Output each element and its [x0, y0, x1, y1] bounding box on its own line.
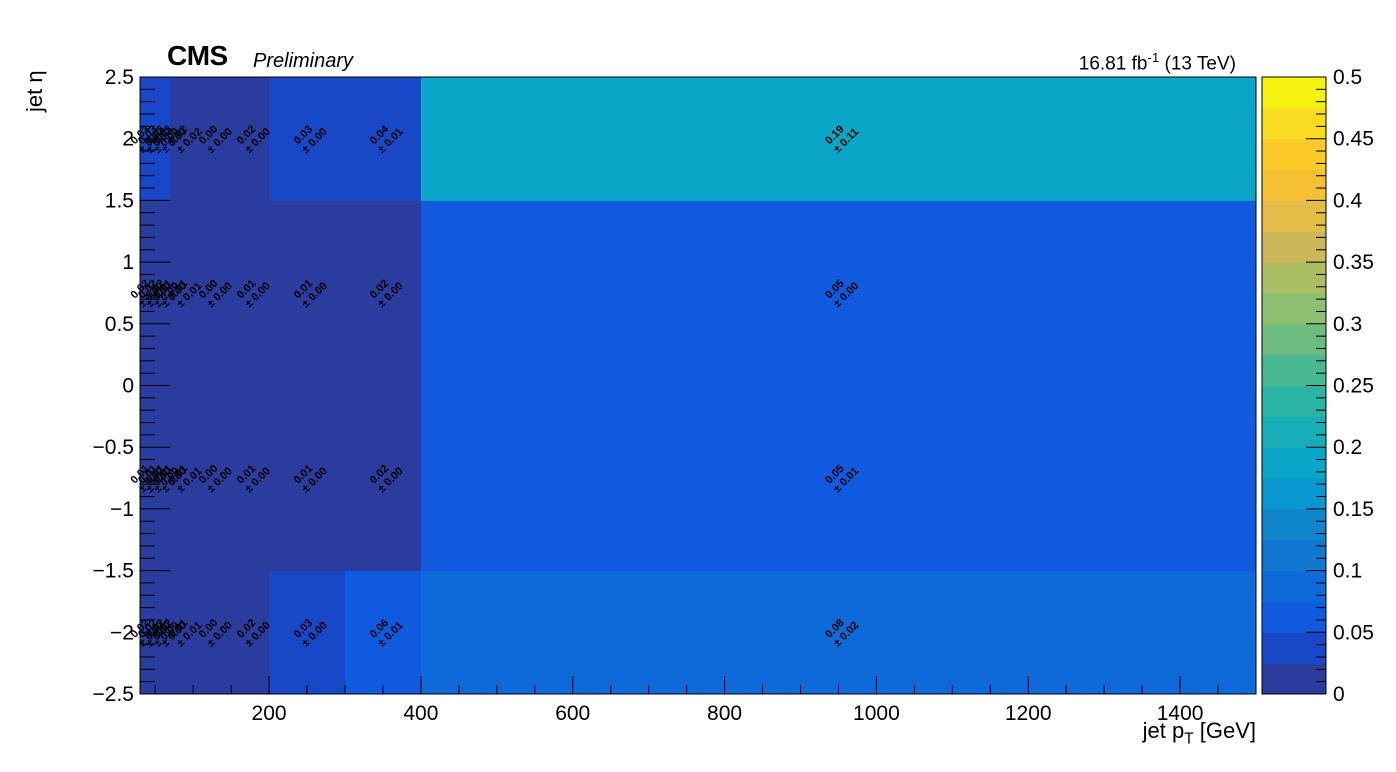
heatmap-cell	[344, 570, 422, 695]
y-tick-label: −2.5	[93, 683, 134, 706]
heatmap-cell	[420, 570, 1257, 695]
x-tick-label: 600	[555, 702, 590, 725]
palette-tick-label: 0.5	[1333, 66, 1362, 89]
y-axis: −2.5 −2 −1.5 −1 −0.5 0 0.5 1 1.5 2 2.5	[93, 66, 170, 706]
palette-tick-label: 0.05	[1333, 621, 1374, 644]
heatmap-cell	[193, 77, 232, 201]
lumi-value: 16.81 fb	[1078, 53, 1148, 75]
heatmap-cell	[140, 200, 149, 386]
x-axis-title: jet pT [GeV]	[1142, 718, 1256, 748]
y-tick-label: 0.5	[105, 313, 134, 336]
x-axis: 200 400 600 800 1000 1200 1400	[154, 676, 1257, 725]
palette-tick-label: 0	[1333, 683, 1345, 706]
heatmap-cell	[344, 77, 422, 201]
palette-tick-label: 0.25	[1333, 375, 1374, 398]
palette-swatch	[1262, 508, 1326, 541]
palette-swatch	[1262, 570, 1326, 602]
palette-swatch	[1262, 632, 1326, 664]
x-tick-label: 800	[707, 702, 742, 725]
heatmap-cell	[269, 385, 346, 572]
heatmap-cell	[155, 385, 164, 572]
heatmap-cell	[420, 385, 1257, 572]
palette-swatch	[1262, 323, 1326, 356]
palette-swatch	[1262, 539, 1326, 572]
palette-tick-label: 0.45	[1333, 128, 1374, 151]
palette-swatch	[1262, 107, 1326, 140]
palette-swatch	[1262, 478, 1326, 510]
palette-tick-label: 0.2	[1333, 436, 1362, 459]
palette-tick-label: 0.35	[1333, 251, 1374, 274]
experiment-label: CMS	[167, 40, 228, 71]
heatmap-cell	[269, 200, 346, 386]
palette-swatch	[1262, 77, 1326, 109]
heatmap-cell	[344, 385, 422, 572]
palette-swatch	[1262, 601, 1326, 633]
y-tick-label: −1.5	[93, 560, 134, 583]
palette-swatch	[1262, 138, 1326, 171]
palette-swatch	[1262, 200, 1326, 232]
heatmap-cell	[231, 385, 270, 572]
color-palette: 0 0.05 0.1 0.15 0.2 0.25 0.3 0.35 0.4 0.45 0.5	[1261, 66, 1374, 706]
palette-swatch	[1262, 354, 1326, 386]
y-tick-label: 2.5	[105, 66, 134, 89]
heatmap-cell	[193, 385, 232, 572]
heatmap-cell	[269, 77, 346, 201]
heatmap-cell	[162, 200, 171, 386]
heatmap-cell	[162, 385, 171, 572]
x-tick-label: 200	[252, 702, 287, 725]
y-tick-label: −0.5	[93, 436, 134, 459]
y-tick-label: 1	[122, 251, 134, 274]
heatmap-cell	[344, 200, 422, 386]
y-tick-label: −1	[110, 498, 134, 521]
palette-swatch	[1262, 231, 1326, 263]
palette-tick-label: 0.1	[1333, 560, 1362, 583]
luminosity-label: 16.81 fb-1 (13 TeV)	[1079, 50, 1236, 75]
heatmap-cell	[170, 385, 194, 572]
y-tick-label: −2	[110, 621, 134, 644]
heatmap-cell	[147, 385, 156, 572]
palette-tick-label: 0.3	[1333, 313, 1362, 336]
y-tick-label: 0	[122, 375, 134, 398]
heatmap-cell	[231, 77, 270, 201]
palette-swatch	[1262, 292, 1326, 325]
y-tick-label: 1.5	[105, 189, 134, 212]
x-tick-label: 1400	[1157, 702, 1204, 725]
heatmap-cells	[140, 77, 1257, 695]
heatmap-cell	[420, 200, 1257, 386]
heatmap-cell	[269, 570, 346, 695]
x-tick-label: 400	[403, 702, 438, 725]
status-label: Preliminary	[253, 50, 354, 72]
y-tick-label: 2	[122, 128, 134, 151]
heatmap-cell	[170, 77, 194, 201]
heatmap-cell	[231, 200, 270, 386]
lumi-exponent: -1	[1147, 50, 1160, 65]
heatmap-cell	[140, 385, 149, 572]
x-tick-label: 1200	[1005, 702, 1052, 725]
energy-label: (13 TeV)	[1159, 53, 1236, 75]
x-tick-label: 1000	[853, 702, 900, 725]
palette-tick-label: 0.4	[1333, 189, 1363, 212]
palette-swatch	[1262, 416, 1326, 448]
heatmap-cell	[231, 570, 270, 695]
palette-tick-label: 0.15	[1333, 498, 1374, 521]
palette-swatch	[1262, 169, 1326, 201]
heatmap-cell	[193, 570, 232, 695]
heatmap-cell	[147, 200, 156, 386]
palette-swatch	[1262, 385, 1326, 417]
heatmap-cell	[170, 570, 194, 695]
heatmap-cell	[420, 77, 1257, 201]
palette-swatch	[1262, 262, 1326, 294]
heatmap-cell	[155, 200, 164, 386]
heatmap-cell	[170, 200, 194, 386]
palette-swatch	[1262, 447, 1326, 479]
heatmap-cell	[193, 200, 232, 386]
palette-swatch	[1262, 663, 1326, 695]
y-axis-title: jet η	[22, 70, 47, 112]
